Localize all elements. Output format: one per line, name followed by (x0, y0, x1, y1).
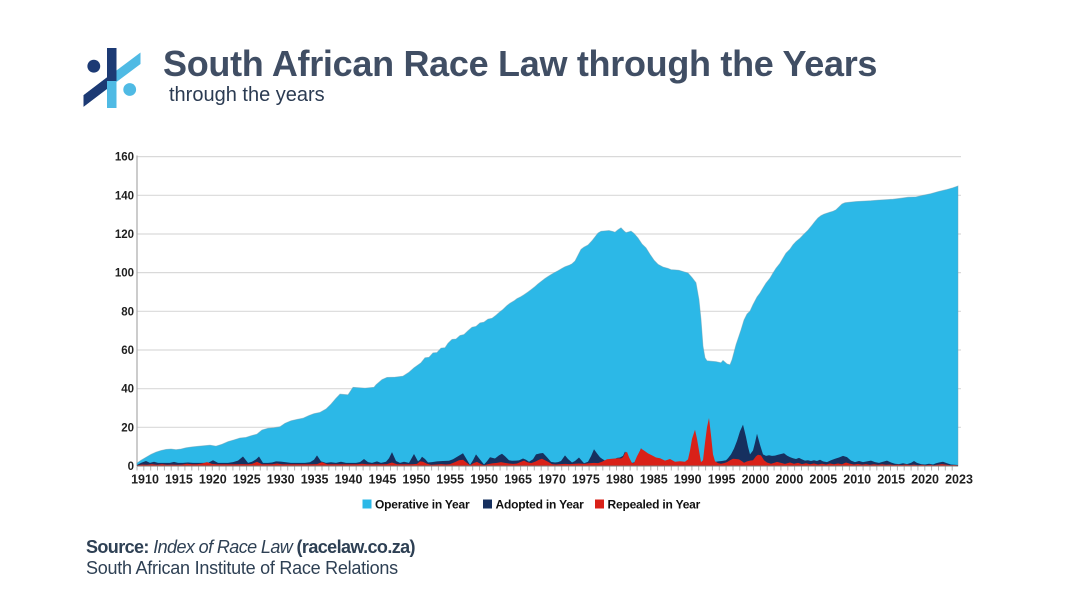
svg-text:60: 60 (121, 345, 134, 357)
svg-text:140: 140 (115, 190, 134, 202)
svg-text:2000: 2000 (742, 473, 770, 487)
svg-text:1945: 1945 (368, 473, 396, 487)
svg-text:100: 100 (115, 268, 134, 280)
svg-text:2000: 2000 (775, 473, 803, 487)
svg-text:20: 20 (121, 422, 134, 434)
svg-text:Repealed in Year: Repealed in Year (608, 498, 701, 512)
svg-text:1915: 1915 (165, 473, 193, 487)
svg-text:1985: 1985 (640, 473, 668, 487)
svg-text:2015: 2015 (877, 473, 905, 487)
svg-text:1920: 1920 (199, 473, 227, 487)
svg-text:1950: 1950 (470, 473, 498, 487)
svg-text:2020: 2020 (911, 473, 939, 487)
svg-text:Operative in Year: Operative in Year (375, 498, 470, 512)
svg-text:1995: 1995 (708, 473, 736, 487)
svg-text:0: 0 (128, 461, 134, 473)
svg-text:160: 160 (115, 152, 134, 164)
svg-text:1955: 1955 (436, 473, 464, 487)
svg-text:40: 40 (121, 384, 134, 396)
svg-text:1950: 1950 (402, 473, 430, 487)
svg-text:1930: 1930 (267, 473, 295, 487)
svg-text:1925: 1925 (233, 473, 261, 487)
svg-text:1965: 1965 (504, 473, 532, 487)
svg-text:2023: 2023 (945, 473, 973, 487)
svg-text:2005: 2005 (809, 473, 837, 487)
svg-text:1970: 1970 (538, 473, 566, 487)
svg-text:1975: 1975 (572, 473, 600, 487)
svg-text:120: 120 (115, 229, 134, 241)
svg-text:1935: 1935 (301, 473, 329, 487)
svg-text:2010: 2010 (843, 473, 871, 487)
svg-text:1940: 1940 (335, 473, 363, 487)
svg-text:1990: 1990 (674, 473, 702, 487)
svg-text:1980: 1980 (606, 473, 634, 487)
svg-text:1910: 1910 (131, 473, 159, 487)
svg-text:Adopted in Year: Adopted in Year (496, 498, 585, 512)
svg-text:80: 80 (121, 306, 134, 318)
